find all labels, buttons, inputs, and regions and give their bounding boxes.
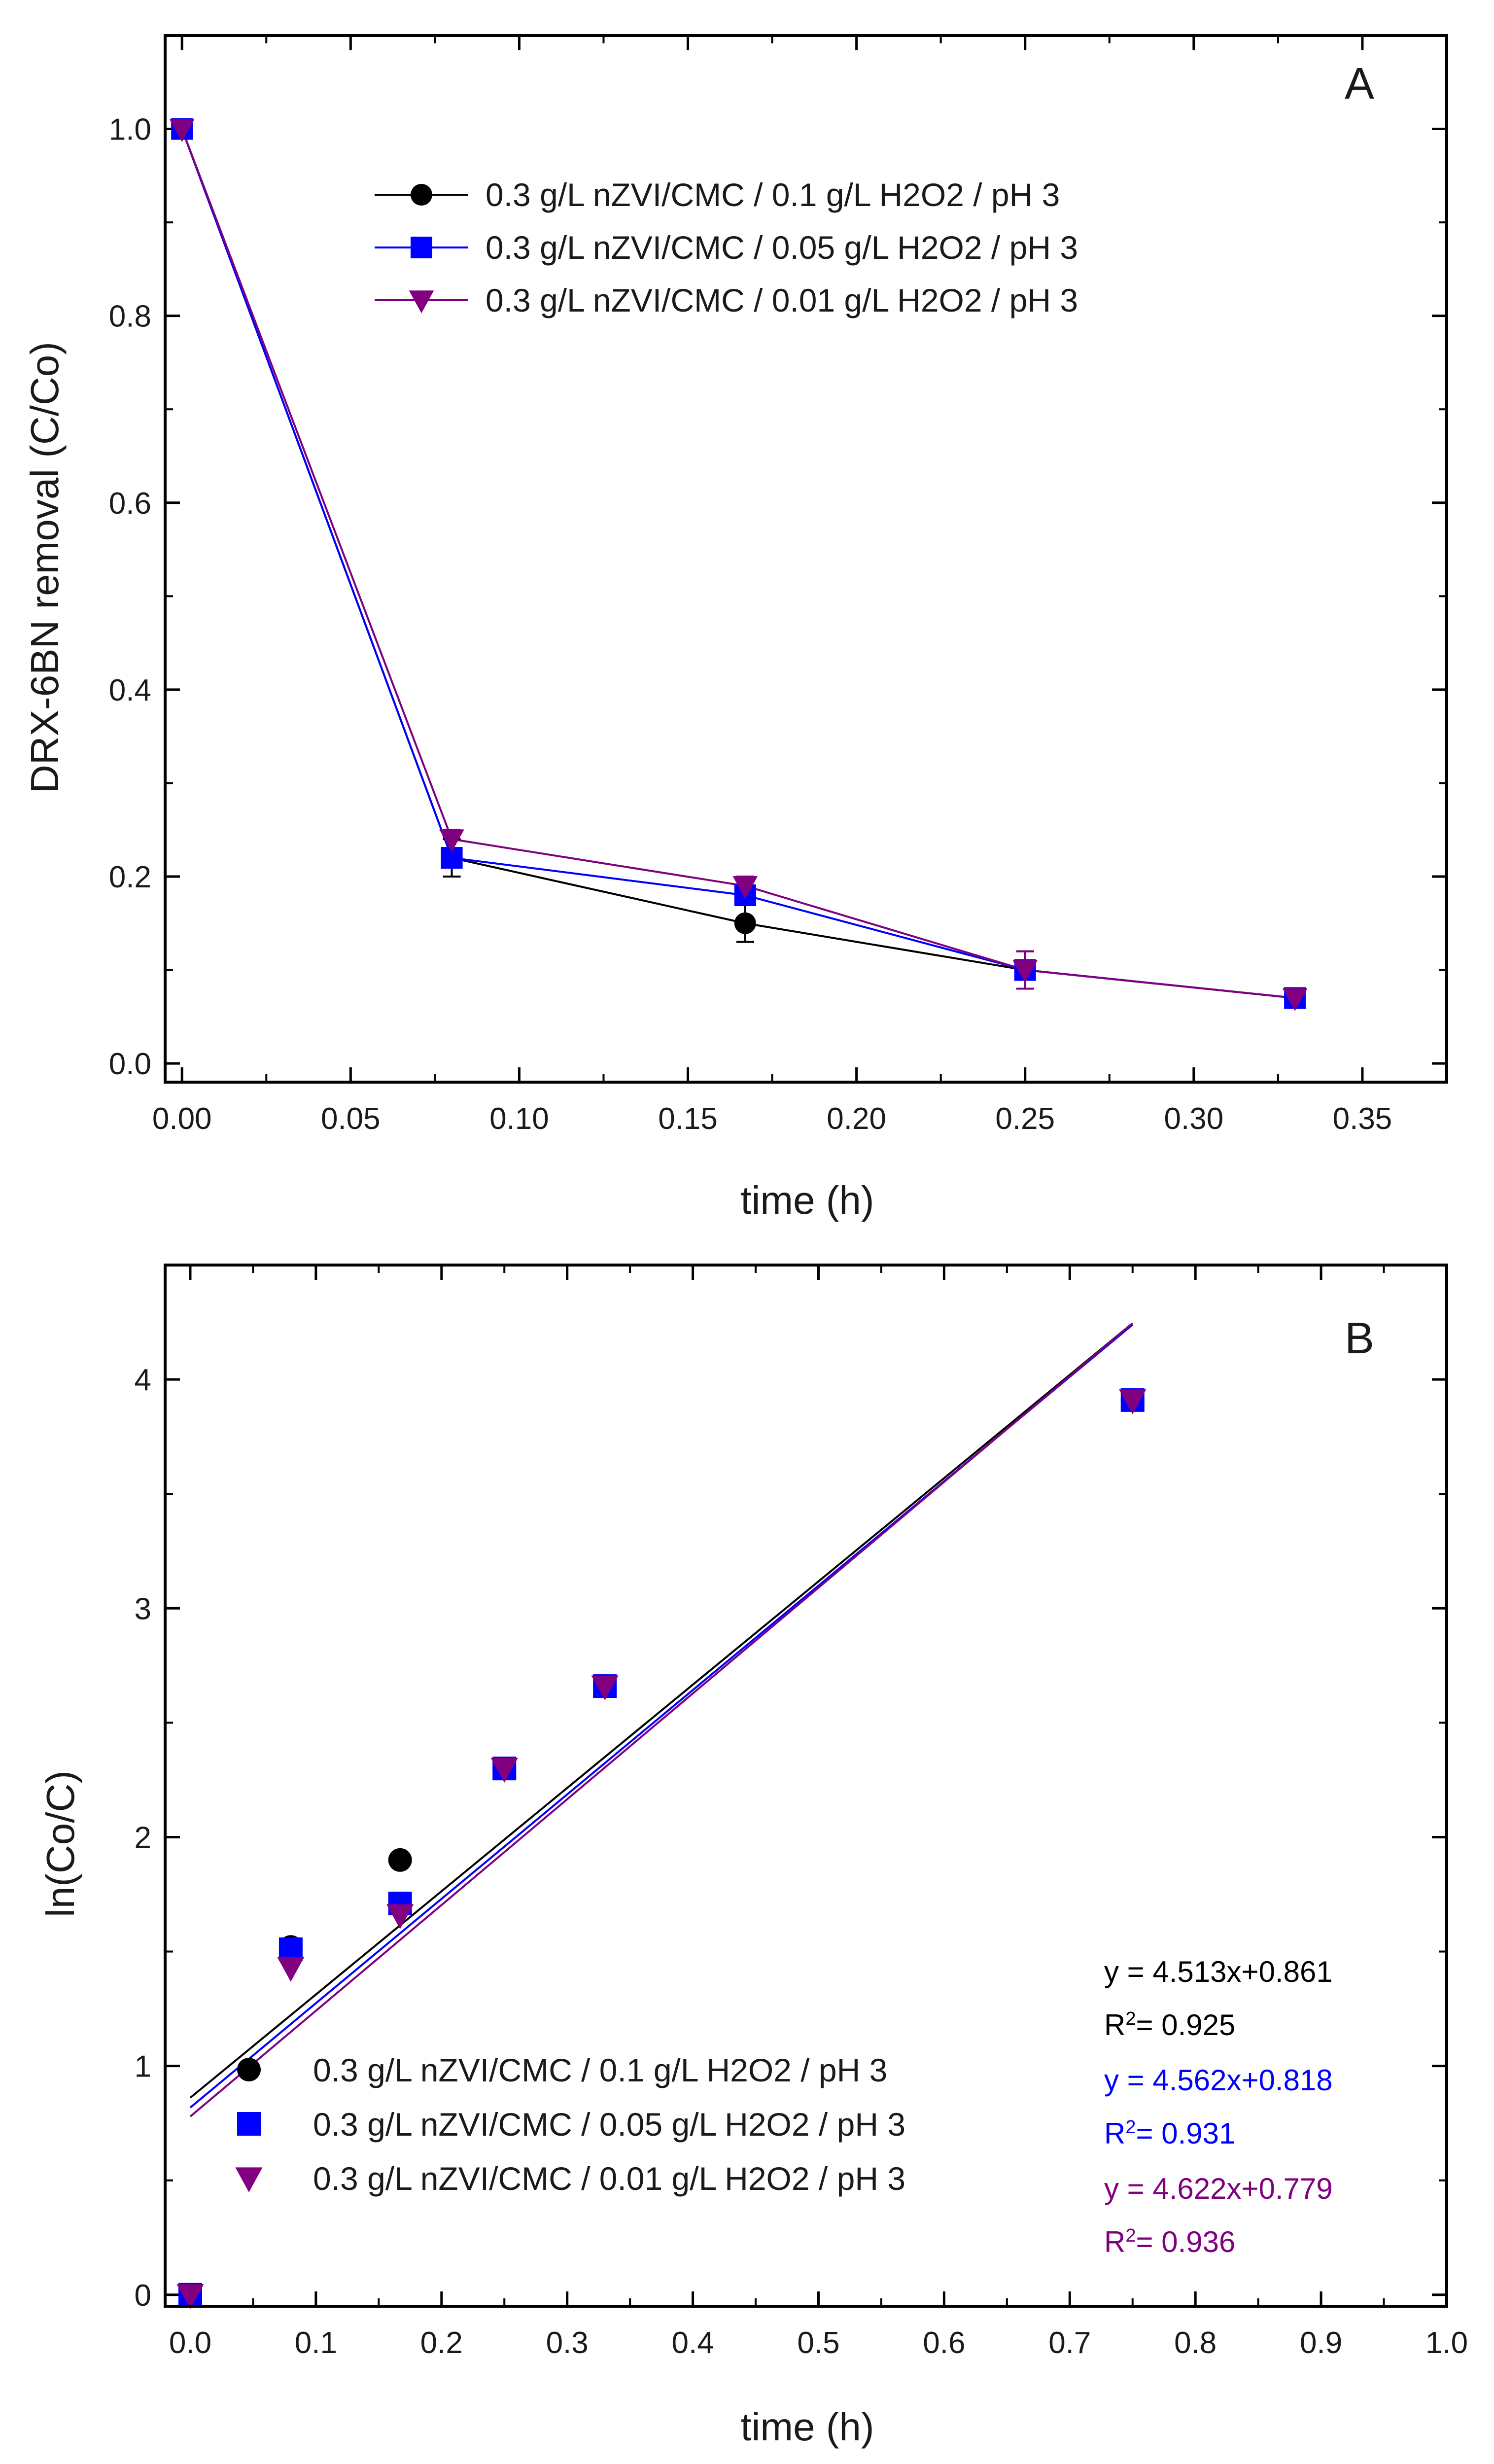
legend-marker — [237, 2058, 261, 2081]
y-tick-label: 0.8 — [109, 300, 151, 334]
data-point-s1-3 — [734, 912, 756, 934]
x-tick-label: 0.5 — [797, 2326, 839, 2360]
x-tick-label: 0.30 — [1164, 1102, 1224, 1136]
panel-b-fit-lines — [189, 1322, 1134, 2117]
fit-r2-1: R2= 0.925 — [1104, 2008, 1235, 2042]
fit-line-1 — [189, 1322, 1134, 2099]
fit-equation-2: y = 4.562x+0.818 — [1104, 2064, 1333, 2097]
y-tick-label: 0.0 — [109, 1047, 151, 1081]
y-tick-label: 1 — [135, 2050, 151, 2084]
panel-a-legend-label-1: 0.3 g/L nZVI/CMC / 0.1 g/L H2O2 / pH 3 — [486, 176, 1060, 213]
y-tick-label: 1.0 — [109, 113, 151, 147]
panel-b-tick-labels: 0.0 0.1 0.2 0.3 0.4 0.5 0.6 0.7 0.8 0.9 1.0 0 1 2 3 4 — [135, 1363, 1468, 2360]
panel-b-x-axis-label: time (h) — [740, 2405, 874, 2449]
panel-b-markers — [176, 1388, 1147, 2309]
panel-b-fit-equations: y = 4.513x+0.861 R2= 0.925 y = 4.562x+0.… — [1104, 1955, 1333, 2258]
fit-line-3 — [189, 1322, 1134, 2117]
x-tick-label: 0.9 — [1300, 2326, 1342, 2360]
x-tick-label: 0.2 — [420, 2326, 463, 2360]
panel-b-y-axis-label: ln(Co/C) — [38, 1770, 82, 1917]
panel-a-y-axis-label: DRX-6BN removal (C/Co) — [23, 342, 67, 793]
data-point-s3-4 — [490, 1758, 518, 1783]
x-tick-label: 0.0 — [169, 2326, 211, 2360]
y-tick-label: 0.6 — [109, 487, 151, 521]
x-tick-label: 0.35 — [1333, 1102, 1392, 1136]
x-tick-label: 0.6 — [923, 2326, 965, 2360]
panel-a-markers — [169, 118, 1308, 1011]
fit-r2-superscript-3: 2 — [1125, 2225, 1136, 2246]
x-tick-label: 0.4 — [671, 2326, 714, 2360]
panel-a-tick-labels: 0.00 0.05 0.10 0.15 0.20 0.25 0.30 0.35 0.0 0.2 0.… — [109, 113, 1392, 1136]
panel-b-legend-entry-2: 0.3 g/L nZVI/CMC / 0.05 g/L H2O2 / pH 3 — [237, 2106, 905, 2143]
x-tick-label: 0.20 — [827, 1102, 886, 1136]
panel-a: 0.00 0.05 0.10 0.15 0.20 0.25 0.30 0.35 0.0 0.2 0.… — [23, 34, 1448, 1222]
panel-b-legend-label-3: 0.3 g/L nZVI/CMC / 0.01 g/L H2O2 / pH 3 — [313, 2160, 905, 2197]
x-tick-label: 1.0 — [1425, 2326, 1468, 2360]
legend-marker — [411, 184, 432, 206]
y-tick-label: 4 — [135, 1363, 151, 1397]
data-point-s3-4 — [1012, 960, 1038, 983]
x-tick-label: 0.10 — [489, 1102, 549, 1136]
panel-b-legend: 0.3 g/L nZVI/CMC / 0.1 g/L H2O2 / pH 3 0… — [235, 2052, 905, 2197]
y-tick-label: 2 — [135, 1821, 151, 1855]
legend-marker — [409, 290, 434, 314]
data-point-s3-5 — [1282, 988, 1308, 1011]
panel-a-x-axis-label: time (h) — [740, 1178, 874, 1222]
panel-a-legend: 0.3 g/L nZVI/CMC / 0.1 g/L H2O2 / pH 3 0… — [375, 176, 1078, 318]
x-tick-label: 0.25 — [995, 1102, 1055, 1136]
panel-a-legend-label-3: 0.3 g/L nZVI/CMC / 0.01 g/L H2O2 / pH 3 — [486, 282, 1078, 318]
panel-a-legend-label-2: 0.3 g/L nZVI/CMC / 0.05 g/L H2O2 / pH 3 — [486, 229, 1078, 266]
fit-r2-superscript-2: 2 — [1125, 2117, 1136, 2138]
fit-equation-1: y = 4.513x+0.861 — [1104, 1955, 1333, 1988]
fit-equation-3: y = 4.622x+0.779 — [1104, 2172, 1333, 2205]
fit-r2-2: R2= 0.931 — [1104, 2117, 1235, 2150]
panel-a-letter: A — [1345, 59, 1374, 108]
legend-marker — [235, 2167, 263, 2192]
panel-a-frame — [164, 34, 1448, 1084]
data-point-s3-3 — [386, 1904, 414, 1930]
panel-b-legend-entry-1: 0.3 g/L nZVI/CMC / 0.1 g/L H2O2 / pH 3 — [237, 2052, 887, 2088]
data-point-s3-6 — [1119, 1389, 1147, 1414]
panel-b: 0.0 0.1 0.2 0.3 0.4 0.5 0.6 0.7 0.8 0.9 1.0 0 1 2 3 4 B… — [38, 1264, 1468, 2449]
panel-b-frame — [164, 1264, 1448, 2308]
x-tick-label: 0.05 — [321, 1102, 381, 1136]
data-point-s3-5 — [591, 1675, 619, 1700]
x-tick-label: 0.7 — [1048, 2326, 1091, 2360]
data-point-s3-1 — [169, 119, 195, 142]
data-point-s1-3 — [388, 1848, 412, 1872]
panel-b-letter: B — [1345, 1314, 1374, 1363]
y-tick-label: 0.2 — [109, 860, 151, 894]
x-tick-label: 0.1 — [295, 2326, 337, 2360]
fit-r2-3: R2= 0.936 — [1104, 2225, 1235, 2258]
panel-b-legend-label-2: 0.3 g/L nZVI/CMC / 0.05 g/L H2O2 / pH 3 — [313, 2106, 905, 2143]
fit-r2-superscript-1: 2 — [1125, 2008, 1136, 2029]
y-tick-label: 0 — [135, 2279, 151, 2313]
legend-marker — [411, 237, 432, 258]
legend-marker — [237, 2112, 261, 2136]
data-point-s3-2 — [439, 829, 464, 852]
x-tick-label: 0.00 — [152, 1102, 212, 1136]
panel-a-legend-entry-1: 0.3 g/L nZVI/CMC / 0.1 g/L H2O2 / pH 3 — [375, 176, 1060, 213]
panel-a-legend-entry-2: 0.3 g/L nZVI/CMC / 0.05 g/L H2O2 / pH 3 — [375, 229, 1078, 266]
y-tick-label: 3 — [135, 1592, 151, 1626]
data-point-s3-2 — [277, 1957, 305, 1982]
x-tick-label: 0.15 — [658, 1102, 718, 1136]
fit-r2-value-2: = 0.931 — [1136, 2117, 1235, 2150]
panel-b-legend-entry-3: 0.3 g/L nZVI/CMC / 0.01 g/L H2O2 / pH 3 — [235, 2160, 905, 2197]
x-tick-label: 0.8 — [1174, 2326, 1216, 2360]
fit-r2-value-1: = 0.925 — [1136, 2008, 1235, 2042]
fit-r2-value-3: = 0.936 — [1136, 2225, 1235, 2258]
data-point-s3-1 — [176, 2284, 204, 2309]
panel-b-legend-label-1: 0.3 g/L nZVI/CMC / 0.1 g/L H2O2 / pH 3 — [313, 2052, 887, 2088]
x-tick-label: 0.3 — [546, 2326, 589, 2360]
y-tick-label: 0.4 — [109, 673, 151, 707]
data-point-s3-3 — [732, 876, 758, 899]
panel-a-legend-entry-3: 0.3 g/L nZVI/CMC / 0.01 g/L H2O2 / pH 3 — [375, 282, 1078, 318]
